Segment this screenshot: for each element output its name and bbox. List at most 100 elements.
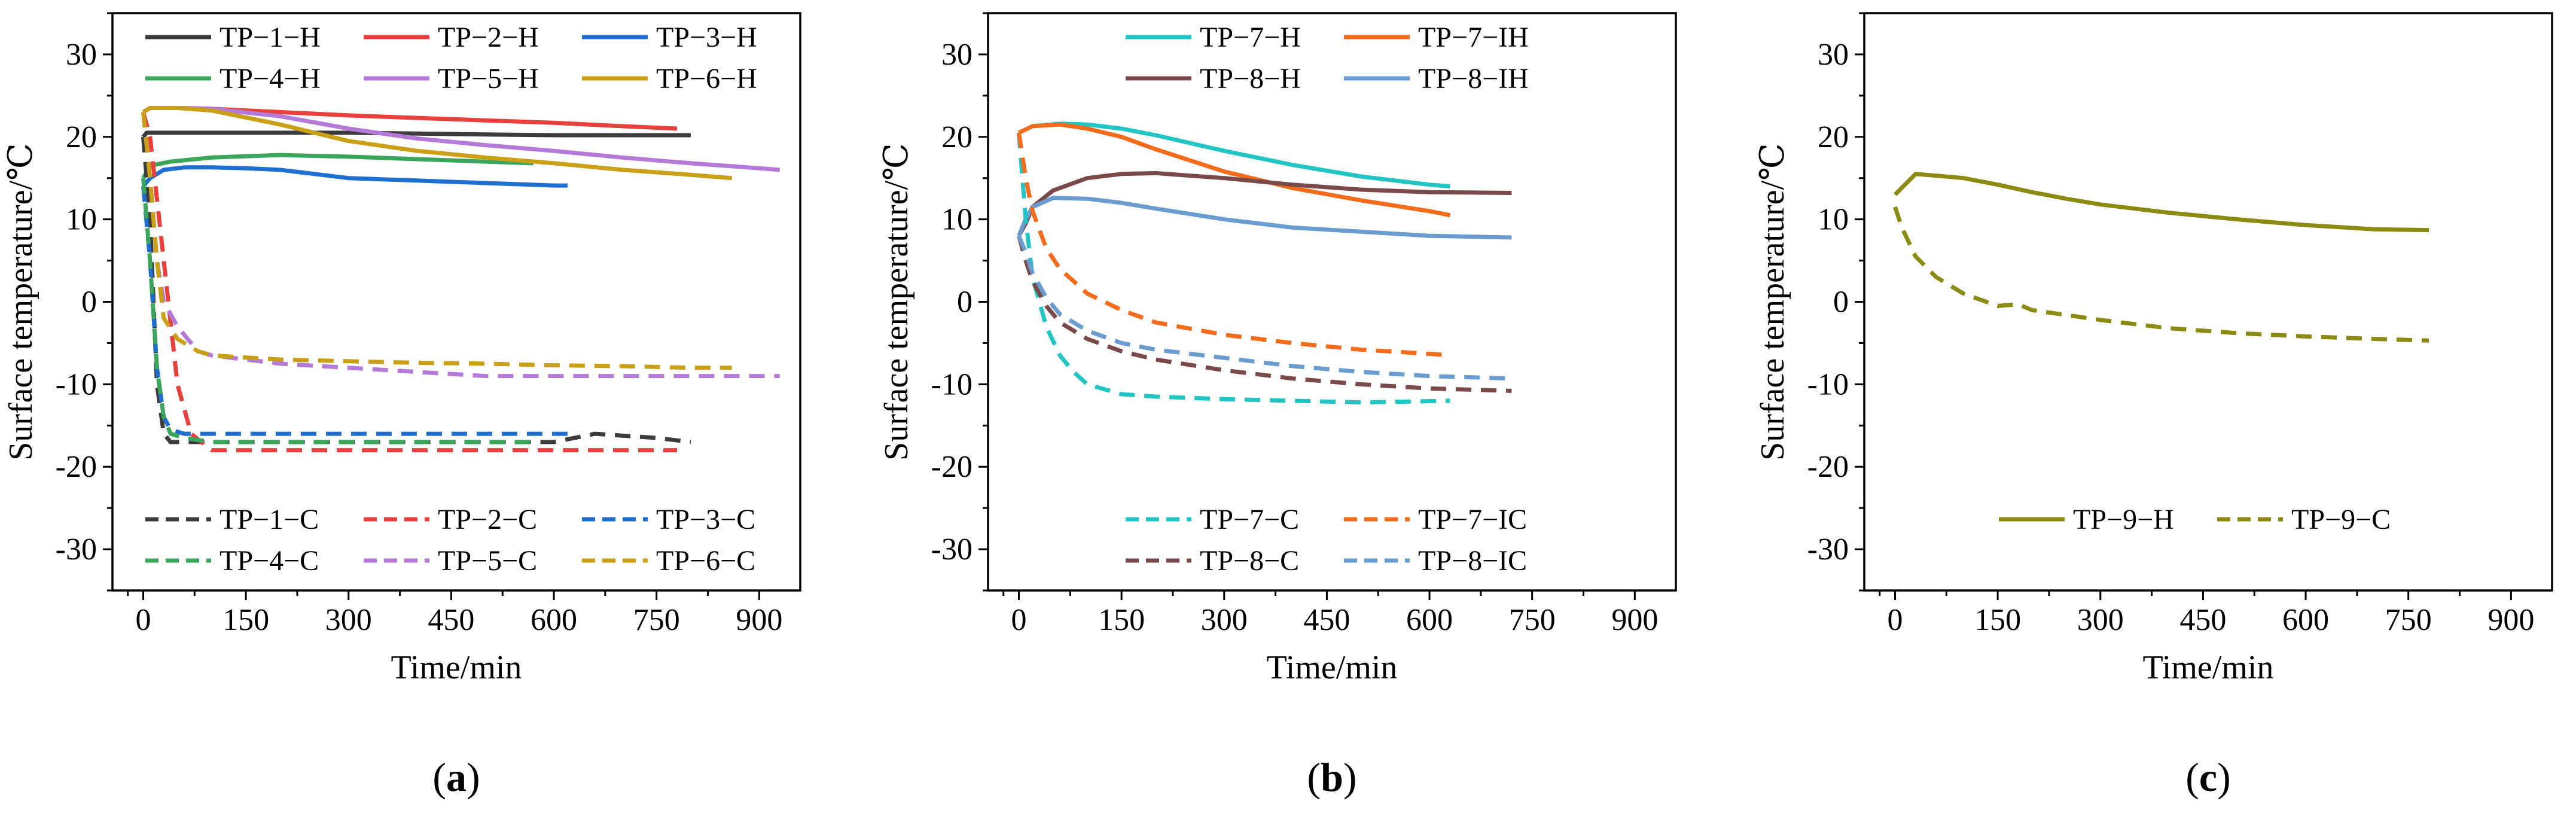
panel-letter: a	[446, 754, 467, 800]
panel-label-close-paren: )	[467, 754, 480, 800]
legend-entry: TP−8−H	[1200, 63, 1301, 95]
x-tick-label: 450	[2179, 603, 2226, 637]
series-line-tp-3-h	[141, 165, 568, 188]
chart-panel-b: 30 20 10 0 -10 -20 -30 0 150 300 450 600 750 900 Time/…	[878, 12, 1677, 800]
series-line-tp-8-c	[1017, 235, 1512, 393]
series-line-tp-5-c	[141, 112, 780, 379]
series-line-tp-8-h	[1017, 171, 1512, 237]
x-tick-label: 750	[1509, 603, 1556, 637]
plot-frame	[1863, 12, 2553, 592]
y-tick-label: -20	[56, 450, 97, 484]
y-tick-label: 0	[1833, 285, 1849, 319]
x-axis-label: Time/min	[1267, 649, 1398, 686]
series-line-tp-7-ic	[1017, 132, 1450, 358]
legend-bottom: TP−9−H TP−9−C	[1999, 504, 2391, 535]
y-tick-label: 10	[941, 203, 973, 237]
series-line-tp-9-h	[1894, 172, 2429, 233]
series-line-tp-9-c	[1893, 206, 2429, 343]
legend-top: TP−1−H TP−2−H TP−3−H TP−4−H TP−5−H TP−6−H	[145, 22, 757, 95]
x-tick-label: 900	[2487, 603, 2534, 637]
series-line-tp-3-c	[141, 186, 568, 436]
panel-label: (c)	[2185, 754, 2231, 800]
legend-entry: TP−3−H	[656, 22, 757, 53]
series-line-tp-6-c	[141, 112, 732, 370]
x-tick-label: 300	[2077, 603, 2124, 637]
series-line-tp-1-c	[141, 136, 691, 444]
legend-entry: TP−8−IC	[1418, 545, 1527, 577]
legend-entry: TP−7−IH	[1418, 22, 1529, 53]
x-tick-label: 150	[222, 603, 269, 637]
x-tick-label: 450	[1303, 603, 1350, 637]
series-line-tp-8-ic	[1017, 235, 1512, 381]
legend-entry: TP−9−H	[2073, 504, 2174, 535]
y-tick-label: 30	[941, 38, 973, 72]
x-tick-label: 600	[531, 603, 577, 637]
y-axis-label: Surface temperature/℃	[1754, 143, 1791, 461]
series-line-tp-2-c	[141, 111, 677, 453]
y-tick-label: -30	[56, 532, 97, 567]
legend-entry: TP−6−C	[656, 545, 755, 577]
x-tick-label: 750	[633, 603, 680, 637]
series-line-tp-4-h	[141, 153, 534, 179]
y-tick-label: -10	[931, 367, 973, 401]
panel-label-close-paren: )	[2217, 754, 2231, 800]
y-tick-label: 0	[81, 285, 97, 319]
x-tick-label: 0	[1011, 603, 1026, 637]
legend-entry: TP−7−C	[1200, 504, 1299, 535]
x-axis-label: Time/min	[391, 649, 522, 686]
legend-entry: TP−3−C	[656, 504, 755, 535]
legend-entry: TP−4−C	[220, 545, 319, 577]
legend-entry: TP−2−C	[438, 504, 537, 535]
legend-entry: TP−5−H	[438, 63, 539, 95]
legend-entry: TP−7−IC	[1418, 504, 1527, 535]
y-tick-label: -30	[1807, 532, 1849, 567]
legend-top: TP−7−H TP−7−IH TP−8−H TP−8−IH	[1126, 22, 1529, 95]
x-tick-label: 900	[736, 603, 782, 637]
y-tick-label: 10	[1818, 203, 1849, 237]
legend-entry: TP−6−H	[656, 63, 757, 95]
panel-label: (b)	[1307, 754, 1356, 800]
panel-label-close-paren: )	[1343, 754, 1357, 800]
legend-entry: TP−5−C	[438, 545, 537, 577]
y-tick-label: -10	[56, 367, 97, 401]
x-tick-label: 600	[1406, 603, 1453, 637]
y-tick-label: -10	[1807, 367, 1849, 401]
legend-entry: TP−1−C	[220, 504, 319, 535]
y-axis-label: Surface temperature/℃	[878, 143, 915, 461]
series-line-tp-7-ih	[1017, 122, 1451, 218]
series-line-tp-4-c	[141, 178, 534, 444]
series-line-tp-6-h	[142, 106, 732, 181]
panel-label-open-paren: (	[432, 754, 446, 800]
panel-label-open-paren: (	[2185, 754, 2199, 800]
series-line-tp-1-h	[141, 130, 691, 139]
chart-panel-c: 30 20 10 0 -10 -20 -30 0 150 300 450 600 750 900 Time/…	[1754, 12, 2553, 800]
y-tick-label: 20	[66, 120, 97, 154]
series-line-tp-7-h	[1017, 121, 1450, 188]
x-tick-label: 150	[1974, 603, 2021, 637]
y-tick-label: 30	[66, 38, 97, 72]
x-tick-label: 150	[1098, 603, 1145, 637]
series-group	[141, 106, 780, 453]
legend-entry: TP−7−H	[1200, 22, 1301, 53]
x-tick-label: 750	[2385, 603, 2432, 637]
y-tick-label: 30	[1818, 38, 1849, 72]
y-tick-label: 20	[941, 120, 973, 154]
chart-panel-a: 30 20 10 0 -10 -20 -30 0 150 300 450 600 750 900 Time/…	[2, 12, 801, 800]
y-tick-label: -20	[931, 450, 973, 484]
legend-entry: TP−4−H	[220, 63, 321, 95]
series-group	[1893, 172, 2429, 343]
x-tick-label: 600	[2282, 603, 2329, 637]
x-tick-label: 900	[1611, 603, 1658, 637]
x-tick-label: 300	[1201, 603, 1248, 637]
x-tick-label: 0	[1887, 603, 1903, 637]
legend-entry: TP−9−C	[2291, 504, 2391, 535]
y-tick-label: -20	[1807, 450, 1849, 484]
legend-bottom: TP−1−C TP−2−C TP−3−C TP−4−C TP−5−C TP−6−C	[145, 504, 755, 577]
x-tick-label: 450	[428, 603, 474, 637]
legend-entry: TP−2−H	[438, 22, 539, 53]
x-tick-label: 300	[325, 603, 372, 637]
panel-label: (a)	[432, 754, 480, 800]
x-tick-label: 0	[135, 603, 151, 637]
legend-entry: TP−1−H	[220, 22, 321, 53]
